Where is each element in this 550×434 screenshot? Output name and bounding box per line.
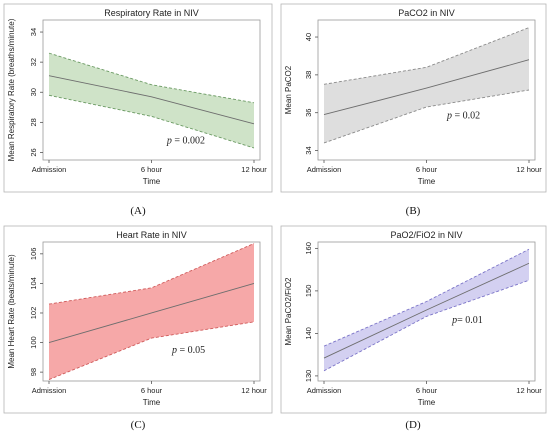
panel-letter: (D)	[405, 419, 421, 431]
confidence-band	[49, 243, 254, 380]
chart-panel: PaO2/FiO2 in NIV 130 140 150 160 Admission 6 h…	[280, 225, 547, 414]
y-tick-label: 130	[304, 370, 313, 383]
x-tick-label: 12 hour	[241, 386, 267, 395]
chart-panel: Heart Rate in NIV 98 100 102 104 106 Admission…	[3, 225, 273, 414]
y-tick-label: 38	[304, 71, 313, 79]
x-axis-label: Time	[418, 398, 436, 407]
chart-title: PaO2/FiO2 in NIV	[390, 230, 462, 240]
p-value-annotation: p = 0.05	[171, 345, 205, 356]
upper-bound-line	[323, 248, 530, 347]
chart-panel: PaCO2 in NIV 34 36 38 40 Admission 6 hour 12 ho…	[280, 3, 547, 193]
y-tick-label: 102	[29, 307, 38, 320]
y-tick-label: 40	[304, 33, 313, 41]
y-tick-label: 140	[304, 327, 313, 340]
y-tick-label: 26	[29, 148, 38, 156]
y-tick-label: 36	[304, 109, 313, 117]
x-tick-label: 6 hour	[141, 386, 163, 395]
upper-bound-line	[323, 27, 530, 85]
mean-line	[323, 262, 530, 359]
y-tick-label: 160	[304, 242, 313, 255]
upper-bound-line	[48, 52, 255, 104]
panel-letter: (A)	[130, 205, 146, 217]
panel-letter: (C)	[131, 419, 146, 431]
x-axis-label: Time	[418, 177, 436, 186]
p-value-annotation: p= 0.01	[451, 315, 483, 326]
x-axis-label: Time	[143, 177, 161, 186]
mean-line	[323, 59, 530, 116]
p-value-annotation: p = 0.002	[166, 135, 205, 146]
lower-bound-line	[48, 321, 255, 380]
p-value-annotation: p = 0.02	[446, 110, 480, 121]
lower-bound-line	[323, 89, 530, 144]
y-axis-label: Mean Heart Rate (beats/minute)	[7, 254, 16, 369]
y-tick-label: 32	[29, 58, 38, 66]
y-tick-label: 104	[29, 277, 38, 290]
x-tick-label: Admission	[307, 165, 342, 174]
y-tick-label: 34	[304, 146, 313, 154]
x-axis-label: Time	[143, 398, 161, 407]
x-tick-label: 12 hour	[241, 165, 267, 174]
x-tick-label: Admission	[32, 165, 67, 174]
y-tick-label: 30	[29, 88, 38, 96]
y-axis-label: Mean PaCO2/FiO2	[284, 277, 293, 346]
x-tick-label: 6 hour	[416, 165, 438, 174]
lower-bound-line	[48, 94, 255, 149]
chart-title: PaCO2 in NIV	[398, 8, 455, 18]
lower-bound-line	[323, 279, 530, 372]
y-tick-label: 150	[304, 285, 313, 298]
x-tick-label: 6 hour	[416, 386, 438, 395]
y-tick-label: 100	[29, 336, 38, 349]
y-axis-label: Mean PaCO2	[284, 65, 293, 114]
y-axis-label: Mean Respiratory Rate (breaths/minute)	[7, 18, 16, 161]
chart-title: Heart Rate in NIV	[116, 230, 187, 240]
x-tick-label: 6 hour	[141, 165, 163, 174]
confidence-band	[49, 53, 254, 148]
y-tick-label: 34	[29, 28, 38, 36]
panel-letter: (B)	[406, 205, 421, 217]
x-tick-label: 12 hour	[516, 386, 542, 395]
mean-line	[48, 75, 255, 125]
y-tick-label: 28	[29, 118, 38, 126]
chart-title: Respiratory Rate in NIV	[104, 8, 199, 18]
x-tick-label: Admission	[307, 386, 342, 395]
y-tick-label: 106	[29, 248, 38, 261]
x-tick-label: Admission	[32, 386, 67, 395]
mean-line	[48, 282, 255, 343]
confidence-band	[324, 27, 529, 143]
x-tick-label: 12 hour	[516, 165, 542, 174]
y-tick-label: 98	[29, 368, 38, 376]
chart-panel: Respiratory Rate in NIV 26 28 30 32 34 Admissi…	[3, 3, 273, 193]
